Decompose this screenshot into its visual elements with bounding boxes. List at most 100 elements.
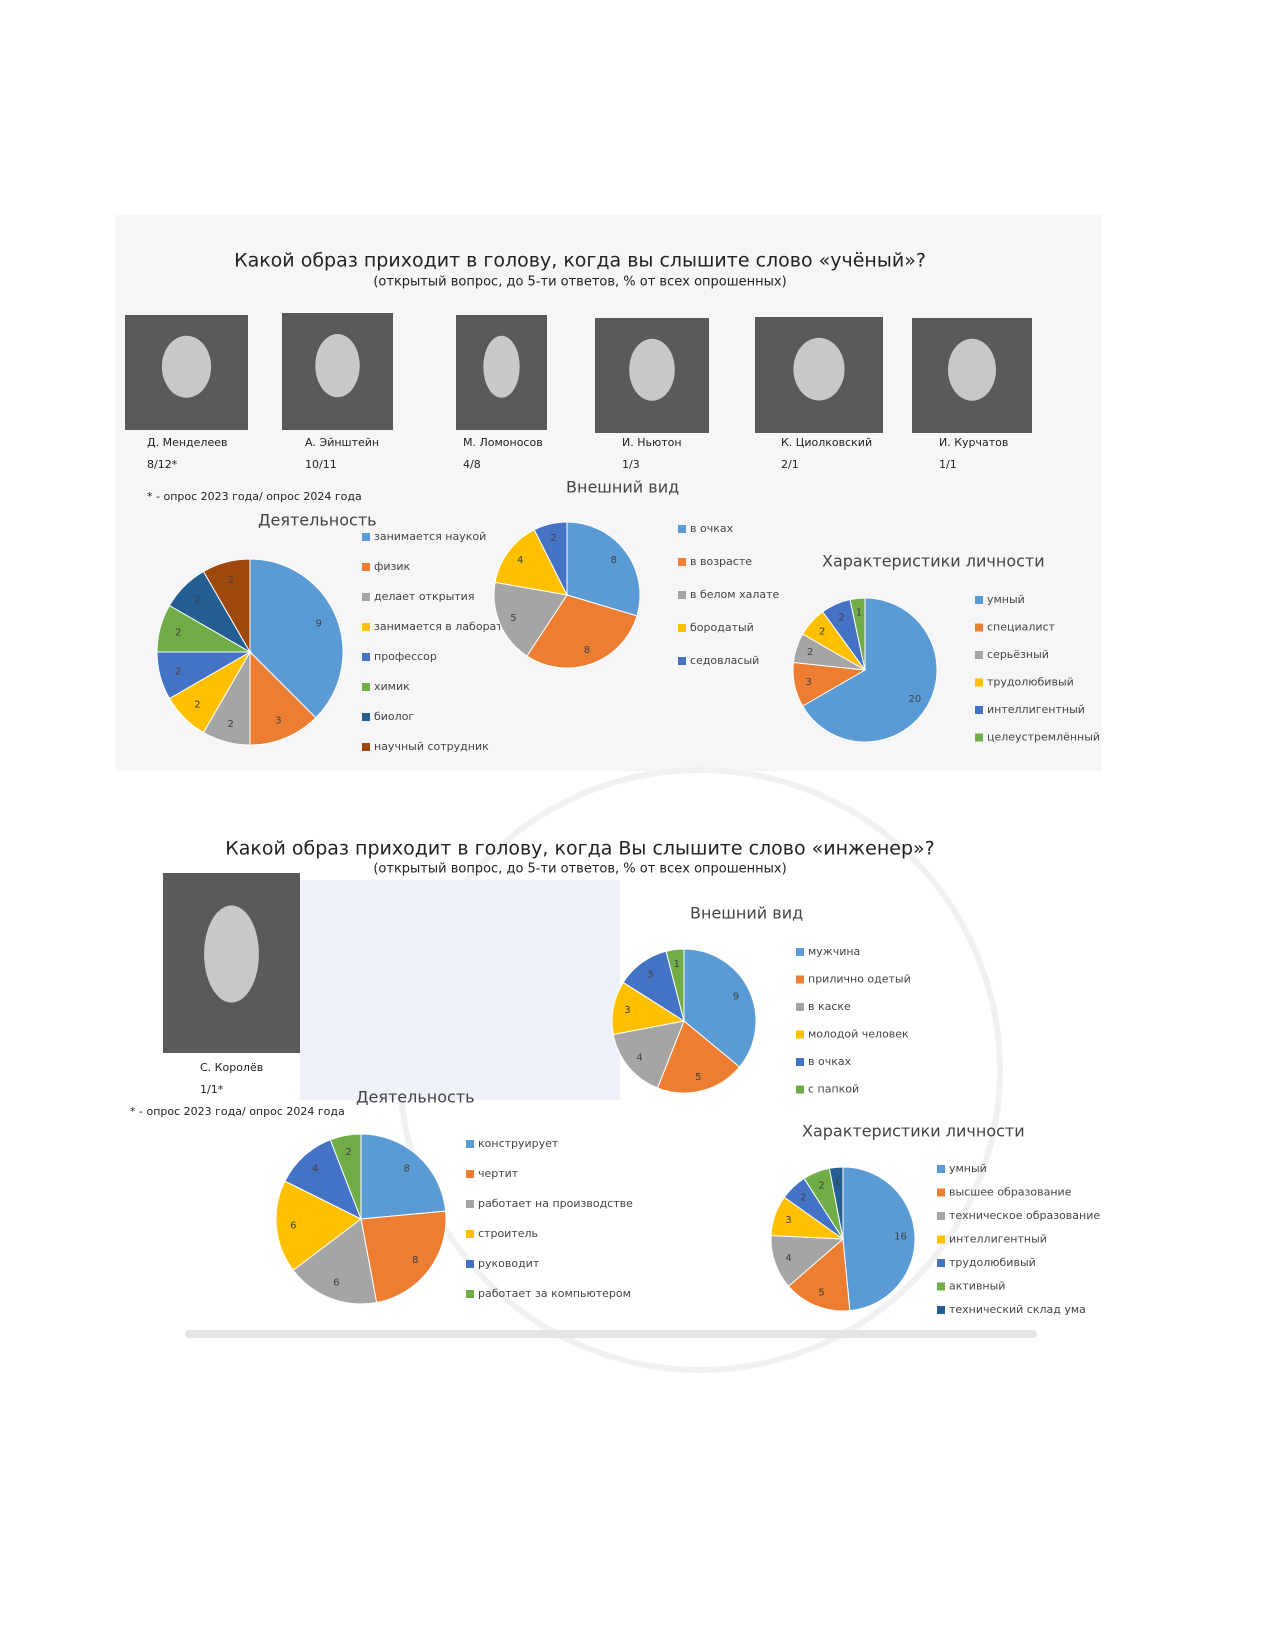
legend-swatch (678, 525, 686, 533)
pie-slice (493, 581, 568, 657)
data-label: 3 (785, 1215, 791, 1226)
pie-slice (275, 1180, 362, 1271)
legend-swatch (937, 1306, 945, 1314)
pie-slice (360, 1133, 447, 1220)
legend-swatch (796, 1030, 804, 1039)
legend-label: мужчина (808, 945, 860, 958)
legend-swatch (362, 593, 370, 601)
legend-swatch (678, 558, 686, 566)
legend-swatch (796, 1085, 804, 1094)
legend-label: серьёзный (987, 648, 1049, 661)
data-label: 3 (647, 969, 653, 980)
portrait-face (483, 335, 520, 398)
legend-swatch (362, 623, 370, 631)
legend-swatch (937, 1235, 945, 1244)
pie-slice (665, 948, 685, 1022)
legend-swatch (975, 651, 983, 659)
portrait-face (204, 905, 259, 1003)
legend-swatch (466, 1170, 474, 1178)
data-label: 5 (695, 1072, 701, 1083)
person-ratio: 8/12* (147, 458, 178, 471)
data-label: 2 (228, 719, 234, 730)
legend-swatch (975, 706, 983, 714)
chart-title: Характеристики личности (802, 1122, 1025, 1141)
data-label: 8 (412, 1255, 418, 1266)
section-subtitle: (открытый вопрос, до 5-ти ответов, % от … (373, 275, 786, 290)
data-label: 2 (175, 628, 181, 639)
pie-slice (494, 529, 568, 596)
pie-slice (249, 558, 344, 719)
data-label: 2 (838, 612, 844, 623)
person-ratio: 1/3 (622, 458, 640, 471)
legend-swatch (678, 624, 686, 632)
legend-label: умный (987, 593, 1025, 606)
legend-swatch (975, 733, 983, 742)
portrait-face (315, 334, 360, 398)
data-label: 1 (856, 608, 862, 619)
legend-label: руководит (478, 1257, 540, 1270)
data-label: 4 (312, 1164, 318, 1175)
data-label: 3 (275, 716, 281, 727)
legend-label: специалист (987, 621, 1056, 634)
person-name: Д. Менделеев (147, 436, 227, 449)
pie-slice (284, 1139, 362, 1221)
pie-slice (656, 1020, 741, 1094)
pie-slice (787, 1237, 851, 1312)
legend-swatch (466, 1140, 474, 1148)
legend-swatch (362, 533, 370, 541)
legend-swatch (937, 1165, 945, 1173)
legend-swatch (796, 1003, 804, 1011)
decor-blueprint (300, 880, 620, 1100)
data-label: 8 (611, 555, 617, 566)
chart-title: Внешний вид (566, 478, 679, 497)
legend-swatch (362, 563, 370, 571)
legend-label: седовласый (690, 654, 759, 667)
data-label: 1 (674, 959, 680, 970)
legend-label: целеустремлённый (987, 731, 1100, 744)
pie-slice (360, 1210, 447, 1304)
person-name: А. Эйнштейн (305, 436, 379, 449)
pie-slice (842, 1166, 916, 1312)
person-ratio: 4/8 (463, 458, 481, 471)
legend-label: технический склад ума (949, 1303, 1086, 1316)
data-label: 16 (894, 1231, 907, 1242)
legend-label: занимается наукой (374, 530, 486, 543)
portrait-face (948, 338, 996, 401)
legend-label: активный (949, 1280, 1005, 1293)
data-label: 9 (733, 991, 739, 1002)
legend-swatch (466, 1260, 474, 1268)
person-name: К. Циолковский (781, 436, 872, 449)
note: * - опрос 2023 года/ опрос 2024 года (130, 1105, 345, 1118)
legend-label: с папкой (808, 1083, 859, 1096)
legend-swatch (796, 948, 804, 956)
person-ratio: 10/11 (305, 458, 337, 471)
legend-label: бородатый (690, 621, 754, 634)
legend-label: техническое образование (949, 1209, 1100, 1222)
data-label: 2 (807, 647, 813, 658)
data-label: 6 (290, 1220, 296, 1231)
pie-slice (849, 597, 866, 671)
portrait-face (629, 338, 675, 401)
data-label: 2 (175, 666, 181, 677)
data-label: 2 (818, 1181, 824, 1192)
person-ratio: 1/1 (939, 458, 957, 471)
legend-label: биолог (374, 710, 414, 723)
legend-swatch (937, 1212, 945, 1220)
legend-label: высшее образование (949, 1186, 1072, 1199)
legend-label: работает на производстве (478, 1197, 633, 1210)
chart-title: Внешний вид (690, 904, 803, 923)
legend-swatch (937, 1188, 945, 1197)
legend-swatch (466, 1290, 474, 1298)
data-label: 8 (584, 645, 590, 656)
note: * - опрос 2023 года/ опрос 2024 года (147, 490, 362, 503)
pie-slice (801, 597, 938, 743)
data-label: 9 (316, 619, 322, 630)
chart-title: Деятельность (258, 511, 377, 530)
person-ratio: 1/1* (200, 1083, 224, 1096)
data-label: 2 (345, 1147, 351, 1158)
legend-label: интеллигентный (949, 1233, 1047, 1246)
person-name: М. Ломоносов (463, 436, 543, 449)
legend-swatch (678, 591, 686, 599)
data-label: 2 (194, 594, 200, 605)
